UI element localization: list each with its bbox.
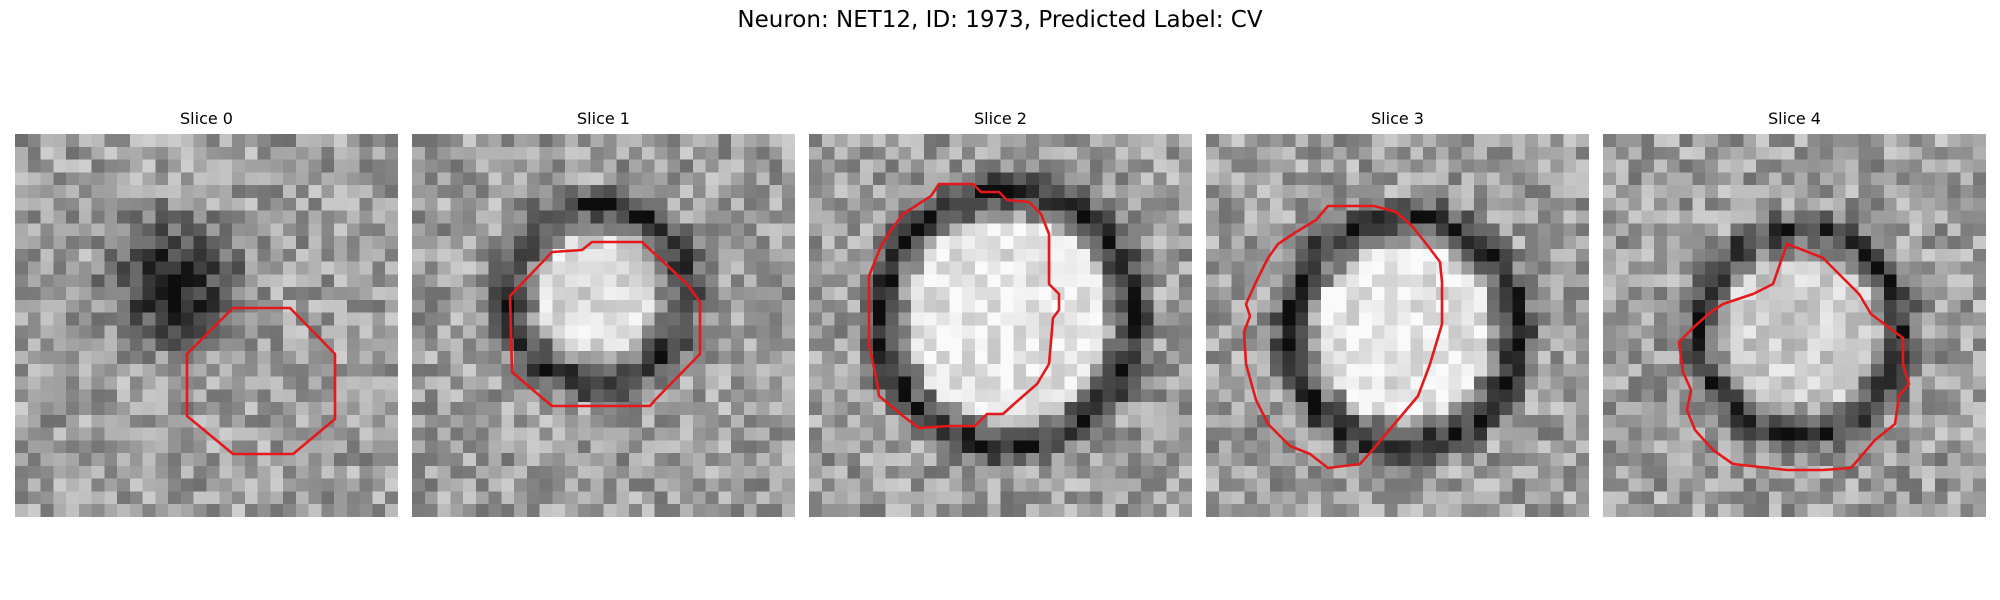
segmentation-contour <box>185 306 337 456</box>
slice-title: Slice 3 <box>1371 109 1424 128</box>
contour-overlay <box>1242 204 1444 470</box>
grayscale-tile <box>1603 134 1986 517</box>
slice-panel-1: Slice 1 <box>412 108 795 517</box>
slice-title: Slice 2 <box>974 109 1027 128</box>
slice-image <box>412 134 795 517</box>
contour-overlay <box>1677 242 1911 472</box>
contour-overlay <box>185 306 337 456</box>
slice-title: Slice 0 <box>180 109 233 128</box>
slice-image <box>15 134 398 517</box>
slice-panel-4: Slice 4 <box>1603 108 1986 517</box>
segmentation-contour <box>1242 204 1444 470</box>
grayscale-tile <box>809 134 1192 517</box>
slice-title: Slice 1 <box>577 109 630 128</box>
segmentation-contour <box>508 240 702 408</box>
figure-title: Neuron: NET12, ID: 1973, Predicted Label… <box>737 7 1263 33</box>
slice-image <box>1603 134 1986 517</box>
slice-title: Slice 4 <box>1768 109 1821 128</box>
slice-image <box>1206 134 1589 517</box>
slice-panel-2: Slice 2 <box>809 108 1192 517</box>
grayscale-tile <box>1206 134 1589 517</box>
grayscale-tile <box>412 134 795 517</box>
slice-image <box>809 134 1192 517</box>
slice-panel-0: Slice 0 <box>15 108 398 517</box>
slice-panel-3: Slice 3 <box>1206 108 1589 517</box>
grayscale-tile <box>15 134 398 517</box>
contour-overlay <box>508 240 702 408</box>
segmentation-contour <box>1677 242 1911 472</box>
segmentation-contour <box>867 182 1061 430</box>
contour-overlay <box>867 182 1061 430</box>
